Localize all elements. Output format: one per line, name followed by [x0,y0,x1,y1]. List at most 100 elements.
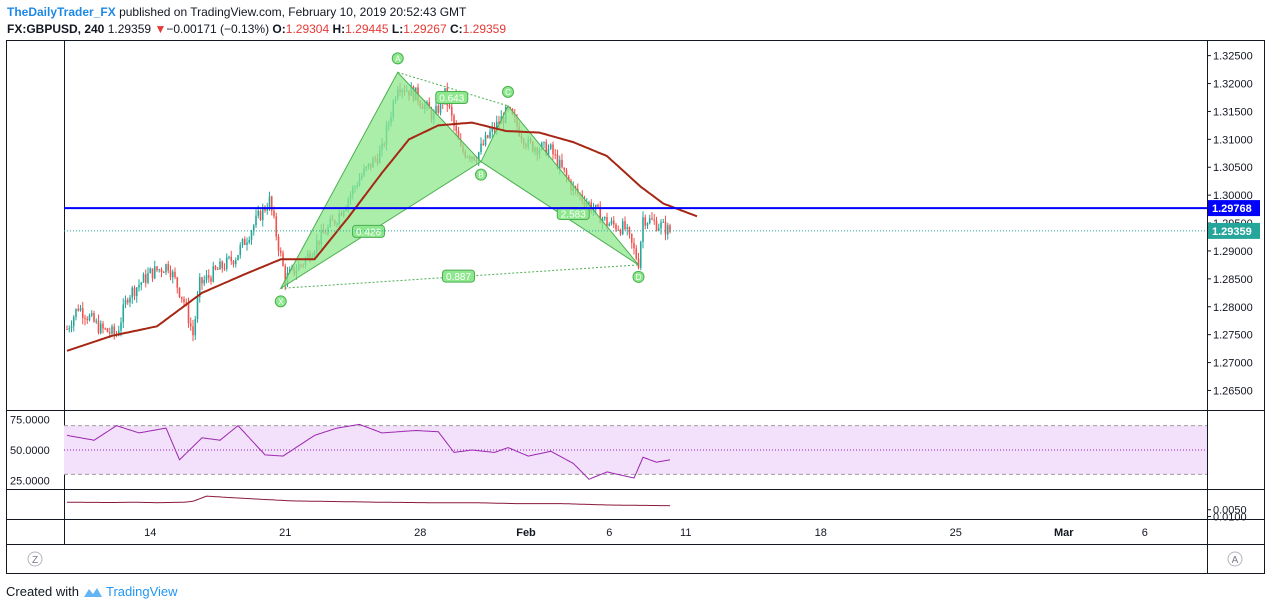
harmonic-pattern[interactable]: X A B C D 0.643 0.426 2.583 0.887 [274,52,645,308]
time-axis[interactable]: 14 21 28 Feb 6 11 18 25 Mar 6 [144,527,1148,539]
candle-body [205,275,208,280]
candle-body [216,269,219,271]
candle-body [437,105,440,113]
candle-body [66,329,68,331]
candle-body [151,268,154,279]
candle-body [126,299,129,303]
footer: Created with TradingView [6,583,178,601]
candle-body [138,285,140,288]
pattern-point-marker [632,270,645,283]
candle-body [660,222,662,229]
high-value: 1.29445 [345,22,389,36]
zoom-reset-label: Z [32,555,38,566]
candle-body [646,223,649,226]
candle-body [435,105,437,114]
candle-body [642,217,644,242]
high-label: H: [332,22,346,36]
candle-body [248,239,251,243]
close-value: 1.29359 [462,22,507,36]
candle-body [626,227,629,229]
pattern-point-marker [502,85,514,98]
candle-body [86,318,89,321]
candle-body [201,277,203,284]
candle-body [608,223,611,227]
candle-body [545,141,548,156]
candle-body [135,287,138,297]
candle-body [104,328,107,330]
candle-body [657,228,660,231]
candle-body [259,210,262,221]
candle-body [234,260,237,265]
candle-body [167,264,170,271]
candle-body [219,261,221,270]
candle-body [621,221,624,235]
candle-body [547,148,550,156]
low-label: L: [391,22,404,36]
candle-body [556,154,559,169]
candle-body [558,159,561,169]
close-label: C: [449,22,463,36]
open-label: O: [272,22,286,36]
candle-body [72,316,75,327]
candle-body [196,297,199,320]
candle-body [606,216,608,227]
candle-body [106,328,109,333]
price-tick-label: 1.28000 [1213,302,1253,314]
auto-scale-label: A [1232,555,1239,566]
pattern-ratio-label: 0.643 [439,93,464,104]
candle-body [153,266,156,279]
candle-body [210,277,212,282]
candle-body [450,106,453,116]
candle-body [552,144,554,155]
tradingview-brand[interactable]: TradingView [105,584,178,599]
price-tick-label: 1.31500 [1213,106,1253,118]
level-price-label: 1.29768 [1212,203,1252,215]
auto-scale-button[interactable]: A [1227,551,1243,567]
oscillator-tick-label: 0.0050 [1213,505,1247,517]
pattern-xab-triangle [279,71,482,290]
candle-body [455,125,458,131]
time-tick-label: 6 [1142,527,1148,539]
symbol-name[interactable]: FX:GBPUSD, 240 [7,22,105,36]
candle-body [624,221,626,229]
zoom-reset-button[interactable]: Z [27,551,43,567]
candle-body [95,320,98,322]
candle-body [453,115,455,126]
candle-body [129,297,131,303]
candle-body [237,255,239,261]
candle-body [174,271,176,278]
candle-body [102,323,104,329]
candle-body [489,131,491,138]
candle-body [187,303,190,324]
candle-body [120,322,122,331]
price-tick-label: 1.30000 [1213,190,1253,202]
candle-body [669,225,671,233]
candle-body [180,296,183,299]
candle-body [561,159,563,168]
candle-body [84,317,86,319]
candle-body [637,258,640,268]
candle-body [491,126,494,132]
tradingview-logo-icon [83,588,102,597]
candle-body [554,154,557,156]
pattern-point-marker [274,295,287,308]
candle-body [176,277,179,288]
chart-canvas[interactable]: 1.32500 1.32000 1.31500 1.31000 1.30500 1.300… [6,40,1265,574]
candle-body [653,219,656,221]
created-with-text: Created with [6,584,79,599]
candle-body [597,204,599,207]
candle-body [239,245,242,256]
candle-body [97,320,100,333]
candle-body [225,257,228,269]
candle-body [207,275,210,278]
pattern-ratio-label: 0.887 [446,272,471,283]
author-name[interactable]: TheDailyTrader_FX [7,5,116,19]
candle-body [268,196,271,210]
candle-body [79,308,82,311]
candle-body [142,274,145,283]
rsi-tick-label: 25.0000 [10,475,50,487]
price-tick-label: 1.27000 [1213,358,1253,370]
candle-body [162,271,165,273]
price-levels[interactable]: 1.29768 1.29359 [64,200,1260,239]
candle-body [178,287,181,297]
